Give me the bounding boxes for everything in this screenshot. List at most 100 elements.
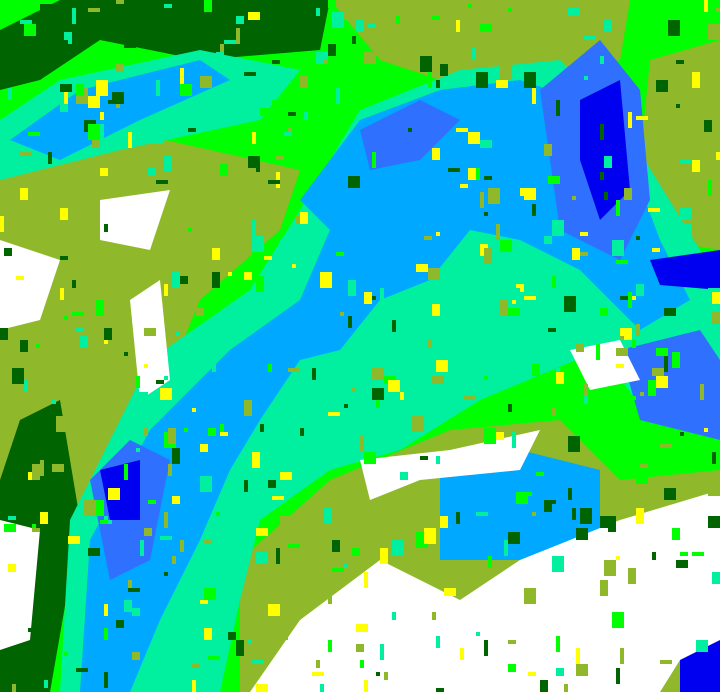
raster-speckle bbox=[208, 428, 216, 436]
raster-speckle bbox=[136, 448, 140, 452]
raster-speckle bbox=[328, 640, 332, 652]
raster-speckle bbox=[532, 204, 536, 216]
raster-speckle bbox=[104, 604, 108, 616]
raster-speckle bbox=[40, 512, 48, 524]
raster-speckle bbox=[680, 160, 692, 164]
raster-speckle bbox=[456, 128, 468, 132]
raster-speckle bbox=[324, 508, 332, 524]
raster-speckle bbox=[484, 212, 488, 216]
raster-speckle bbox=[24, 372, 32, 376]
raster-speckle bbox=[64, 92, 68, 104]
raster-speckle bbox=[664, 308, 676, 316]
raster-speckle bbox=[380, 548, 388, 564]
raster-speckle bbox=[168, 428, 176, 444]
raster-speckle bbox=[712, 572, 720, 584]
raster-speckle bbox=[104, 628, 108, 640]
raster-speckle bbox=[328, 412, 340, 416]
raster-speckle bbox=[24, 380, 28, 392]
raster-speckle bbox=[344, 4, 348, 20]
raster-speckle bbox=[384, 672, 388, 680]
raster-speckle bbox=[544, 448, 548, 452]
raster-speckle bbox=[220, 424, 224, 436]
raster-speckle bbox=[188, 184, 192, 200]
raster-speckle bbox=[356, 644, 364, 652]
raster-speckle bbox=[632, 296, 636, 300]
raster-speckle bbox=[356, 20, 364, 32]
raster-speckle bbox=[268, 604, 280, 616]
raster-speckle bbox=[656, 348, 668, 356]
raster-speckle bbox=[196, 308, 204, 316]
raster-speckle bbox=[376, 672, 380, 676]
raster-speckle bbox=[252, 660, 264, 664]
raster-speckle bbox=[344, 404, 348, 408]
raster-speckle bbox=[296, 568, 308, 576]
raster-speckle bbox=[32, 464, 40, 480]
raster-speckle bbox=[104, 672, 108, 688]
region-white-southeast bbox=[250, 490, 720, 692]
raster-speckle bbox=[104, 340, 108, 344]
raster-speckle bbox=[352, 548, 360, 556]
raster-speckle bbox=[244, 72, 256, 76]
raster-speckle bbox=[540, 680, 548, 692]
raster-speckle bbox=[440, 64, 448, 76]
raster-speckle bbox=[436, 688, 444, 692]
raster-speckle bbox=[508, 308, 520, 316]
raster-speckle bbox=[60, 288, 64, 300]
raster-speckle bbox=[548, 176, 560, 184]
raster-speckle bbox=[616, 260, 628, 264]
raster-speckle bbox=[660, 660, 672, 664]
raster-speckle bbox=[656, 80, 668, 92]
raster-speckle bbox=[12, 684, 16, 692]
raster-speckle bbox=[572, 248, 580, 260]
raster-speckle bbox=[200, 76, 212, 88]
raster-speckle bbox=[468, 132, 480, 144]
raster-speckle bbox=[652, 368, 664, 376]
raster-speckle bbox=[208, 656, 220, 660]
raster-speckle bbox=[568, 8, 580, 16]
raster-speckle bbox=[420, 456, 428, 460]
raster-speckle bbox=[532, 512, 536, 516]
raster-speckle bbox=[104, 224, 108, 232]
raster-speckle bbox=[72, 8, 76, 24]
raster-speckle bbox=[24, 24, 36, 36]
region-dark-blue-1 bbox=[580, 80, 630, 220]
raster-speckle bbox=[180, 276, 188, 284]
raster-speckle bbox=[244, 400, 252, 416]
raster-speckle bbox=[476, 168, 480, 180]
raster-speckle bbox=[568, 372, 572, 384]
raster-speckle bbox=[692, 4, 700, 16]
raster-speckle bbox=[464, 396, 476, 400]
raster-speckle bbox=[72, 280, 76, 288]
raster-speckle bbox=[400, 472, 408, 480]
raster-speckle bbox=[156, 180, 168, 184]
raster-speckle bbox=[108, 488, 120, 500]
raster-speckle bbox=[148, 500, 156, 504]
region-blue-streak-1 bbox=[360, 100, 460, 170]
raster-speckle bbox=[652, 552, 656, 560]
raster-speckle bbox=[436, 456, 440, 464]
raster-speckle bbox=[100, 112, 104, 120]
raster-speckle bbox=[184, 428, 188, 432]
raster-speckle bbox=[76, 328, 84, 332]
raster-speckle bbox=[212, 272, 220, 288]
raster-speckle bbox=[152, 132, 164, 144]
raster-speckle bbox=[476, 512, 488, 516]
raster-speckle bbox=[216, 512, 220, 516]
raster-speckle bbox=[188, 228, 192, 232]
raster-speckle bbox=[280, 516, 292, 528]
raster-speckle bbox=[484, 248, 492, 264]
raster-speckle bbox=[72, 312, 84, 316]
raster-speckle bbox=[228, 192, 236, 196]
raster-speckle bbox=[676, 60, 684, 64]
raster-speckle bbox=[364, 688, 368, 692]
raster-speckle bbox=[252, 236, 264, 252]
raster-speckle bbox=[264, 256, 272, 260]
raster-speckle bbox=[204, 540, 212, 544]
raster-speckle bbox=[468, 4, 472, 8]
raster-speckle bbox=[348, 316, 352, 328]
raster-speckle bbox=[160, 536, 172, 540]
raster-speckle bbox=[180, 540, 184, 552]
raster-speckle bbox=[180, 84, 192, 96]
raster-speckle bbox=[612, 240, 624, 256]
raster-speckle bbox=[144, 528, 152, 536]
